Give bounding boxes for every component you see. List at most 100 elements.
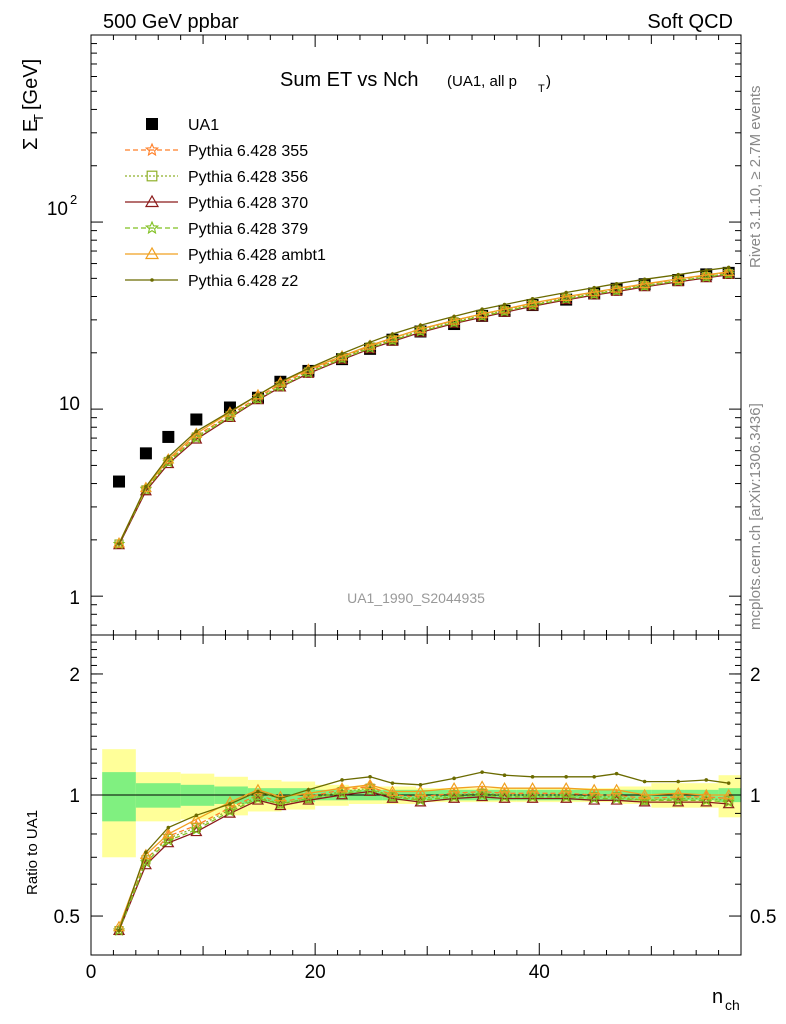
ratio-series-line [118,789,729,931]
ratio-data-point [498,790,511,802]
ratio-data-point [251,783,265,795]
legend-entry: Pythia 6.428 ambt1 [125,246,326,264]
legend-marker [150,278,154,282]
ratio-data-point [526,790,539,802]
ratio-data-point [117,928,121,933]
ratio-y-tick-label-right: 0.5 [750,907,776,928]
ratio-y-tick-label-right: 2 [750,665,761,686]
main-data-point [302,363,315,374]
main-axis-ticks [90,35,742,635]
ratio-data-point [592,774,596,779]
main-title-subtitle-index: T [538,83,545,95]
main-data-point [638,277,651,289]
ratio-data-point [476,788,489,801]
main-series-line [118,271,729,544]
ratio-data-point [610,792,623,804]
main-data-point [278,379,283,384]
mcplots-url-label: mcplots.cern.ch [arXiv:1306.3436] [747,403,764,630]
ratio-data-point [476,780,489,791]
main-data-point [112,537,126,550]
main-data-point [117,542,121,546]
main-data-point [526,296,539,308]
ratio-y-tick-label: 1 [69,786,80,807]
y-label-sigma-e: Σ E [20,119,42,150]
main-data-point [704,268,709,273]
main-data-point [139,481,152,493]
main-y-tick-label-1: 1 [69,588,80,609]
ratio-data-point [526,781,539,793]
main-data-point [228,409,232,414]
ratio-data-point [278,796,283,801]
main-data-point [364,339,377,350]
x-axis-label: n [712,986,723,1008]
legend-entry: Pythia 6.428 z2 [125,273,298,290]
main-data-point [610,282,623,293]
ratio-series-line [118,785,729,931]
main-data-point [642,277,647,282]
main-data-point [414,322,427,334]
main-data-point [113,475,126,488]
ratio-data-point [190,823,203,835]
y-label-index: T [31,114,46,122]
ratio-data-point [414,785,427,796]
ratio-y-tick-label: 2 [69,665,80,686]
ratio-data-point [722,795,735,808]
ratio-plot-panel: 0.5 0.51 12 20 20 40 Ratio to UA1 n ch [24,634,776,1013]
ratio-data-point [302,787,315,798]
main-series-6 [117,265,731,546]
ratio-data-point [274,790,287,802]
ratio-data-point [448,781,461,793]
ratio-data-point [564,774,568,779]
main-data-point [676,272,681,277]
ratio-data-point [194,813,199,818]
main-data-point [166,455,171,459]
legend-entry: UA1 [146,117,219,134]
main-series-5 [112,265,735,548]
ratio-data-point [251,792,265,804]
legend-marker [146,170,158,182]
main-data-point [194,429,199,434]
main-series-line [118,272,729,545]
x-axis-label-index: ch [725,997,740,1013]
main-series-line [118,273,729,545]
ratio-data-point [704,778,709,782]
uncertainty-band-inner [102,772,136,822]
ratio-axis-ticks: 0.5 0.51 12 20 20 40 [54,635,776,983]
ratio-series-5 [117,770,731,933]
legend-entry: Pythia 6.428 379 [125,220,308,238]
main-data-point [530,296,535,301]
main-series-0 [113,266,735,488]
legend-label: Pythia 6.428 ambt1 [188,247,326,264]
ratio-data-point [274,797,287,810]
ratio-data-point [722,788,735,800]
main-data-point [386,331,399,343]
main-data-point [162,430,175,443]
ratio-data-point [588,792,601,804]
ratio-data-point [672,793,685,806]
main-data-point [112,536,126,548]
legend-label: Pythia 6.428 356 [188,169,308,186]
ratio-data-point [386,785,399,796]
main-series-2 [114,268,734,549]
main-title-subtitle: (UA1, all p [447,73,517,90]
main-data-point [564,290,568,295]
x-tick-label: 0 [86,962,97,983]
ratio-data-point [560,790,573,802]
x-tick-label: 20 [305,962,326,983]
ratio-data-point [162,834,175,846]
ratio-data-point [166,825,171,830]
ratio-data-point [610,783,623,795]
main-data-point [700,268,713,280]
ratio-data-point [614,771,619,776]
main-data-point [448,314,461,325]
ratio-data-point [530,774,535,779]
ratio-data-point [502,773,507,778]
ratio-data-point [642,779,647,784]
main-data-point [722,265,735,277]
main-y-tick-label-10: 10 [59,394,80,415]
main-data-point [672,272,685,284]
main-data-point [144,484,148,489]
ratio-data-point [139,855,153,868]
main-data-point [274,376,287,387]
ratio-data-point [223,795,236,807]
